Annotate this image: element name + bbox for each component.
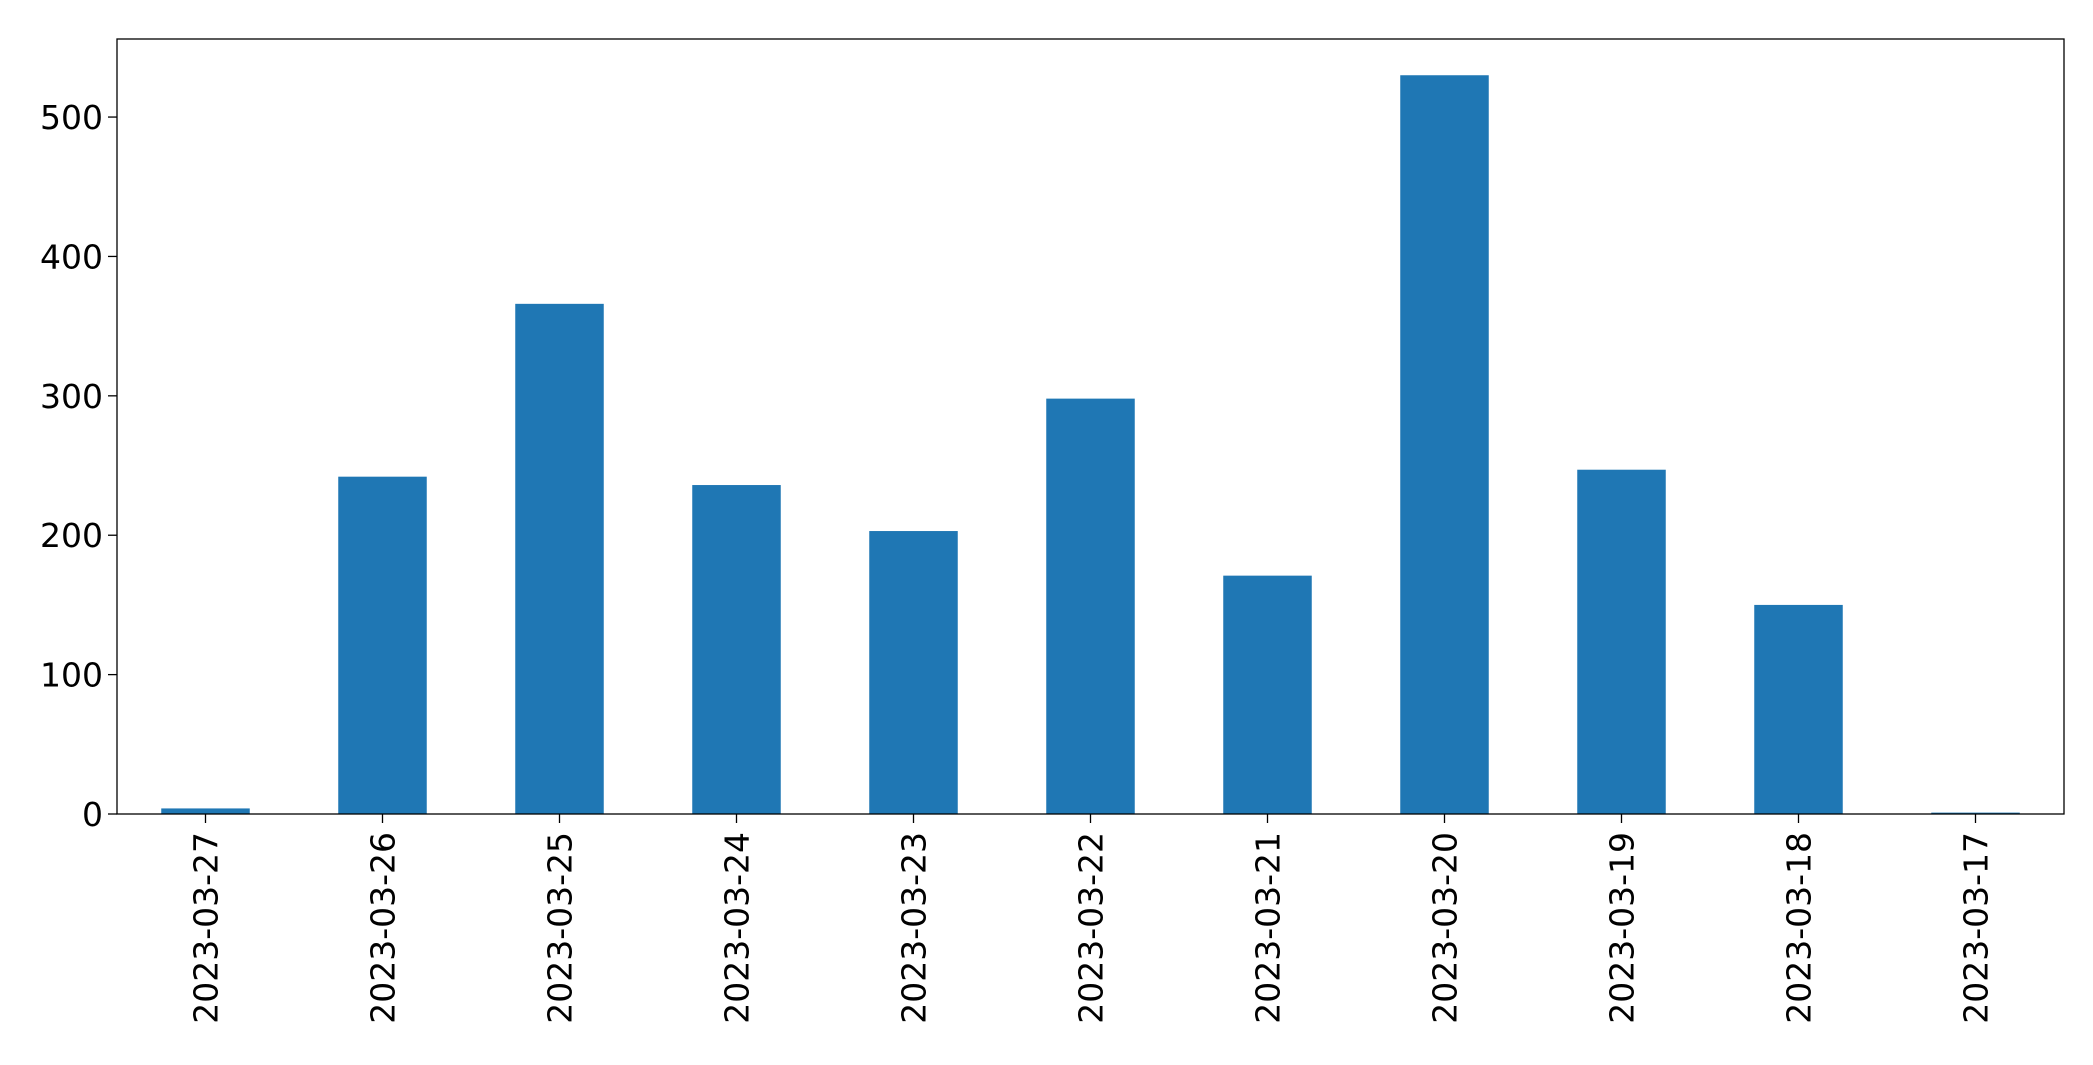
x-tick-label: 2023-03-21 [1249,832,1288,1024]
x-tick-label: 2023-03-27 [187,832,226,1024]
x-tick-label: 2023-03-18 [1780,832,1819,1024]
y-axis: 0 100 200 300 400 500 [40,98,117,834]
bar-2023-03-23 [869,531,958,814]
bar-2023-03-27 [161,808,250,814]
x-tick-label: 2023-03-26 [364,832,403,1024]
y-tick-label: 500 [40,98,103,137]
bars-layer [161,75,2020,814]
bar-2023-03-17 [1931,812,2020,814]
bar-2023-03-22 [1046,398,1135,814]
y-tick-label: 400 [40,237,103,276]
y-tick-label: 100 [40,656,103,695]
bar-2023-03-20 [1400,75,1489,814]
y-tick-label: 200 [40,516,103,555]
bar-2023-03-24 [692,485,781,814]
plot-frame [116,38,2065,815]
x-tick-label: 2023-03-24 [718,832,757,1024]
bar-2023-03-25 [515,303,604,814]
x-axis: 2023-03-27 2023-03-26 2023-03-25 2023-03-24… [187,814,1996,1024]
x-tick-label: 2023-03-20 [1426,832,1465,1024]
x-tick-label: 2023-03-25 [541,832,580,1024]
bar-2023-03-18 [1754,604,1843,814]
x-tick-label: 2023-03-19 [1603,832,1642,1024]
x-tick-label: 2023-03-17 [1957,832,1996,1024]
y-tick-label: 0 [82,795,103,834]
y-tick-label: 300 [40,377,103,416]
bar-2023-03-19 [1577,469,1666,814]
bar-2023-03-26 [338,476,427,814]
x-tick-label: 2023-03-23 [895,832,934,1024]
x-tick-label: 2023-03-22 [1072,832,1111,1024]
bar-2023-03-21 [1223,575,1312,814]
